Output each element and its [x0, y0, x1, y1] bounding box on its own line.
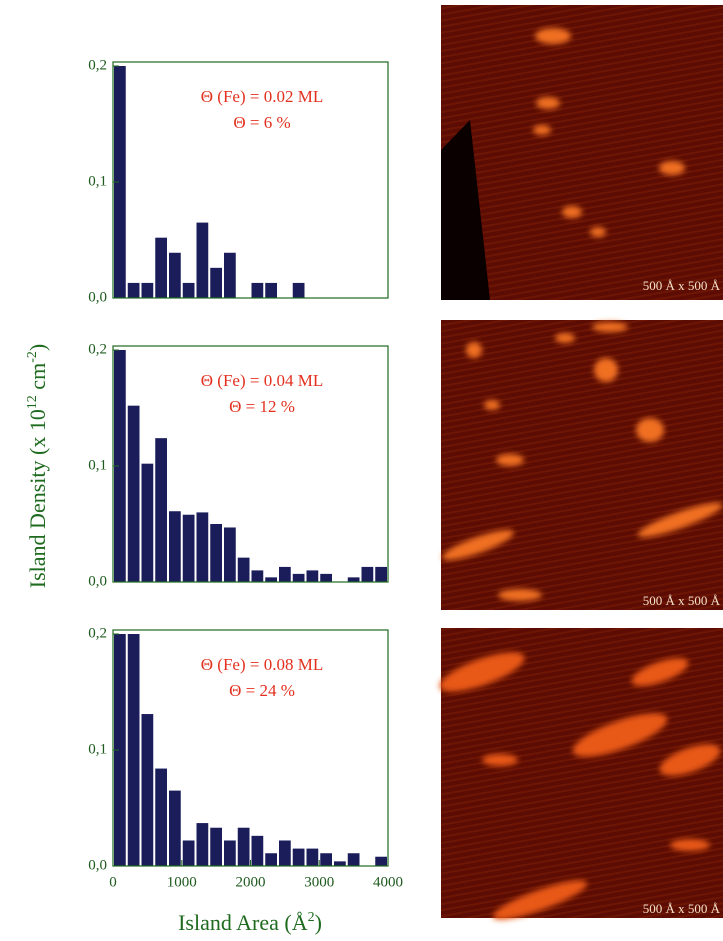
stm-image: [441, 320, 723, 610]
bar: [182, 840, 195, 866]
bar: [320, 853, 332, 866]
superscript: 2: [308, 910, 315, 925]
bar: [127, 405, 140, 582]
bar: [182, 282, 195, 298]
bar: [155, 768, 167, 866]
bar: [320, 573, 332, 582]
bar: [265, 282, 277, 298]
y-axis-label: Island Density (x 1012 cm-2): [25, 344, 50, 588]
bar: [114, 350, 126, 582]
bar: [169, 511, 181, 582]
bar: [169, 790, 181, 866]
y-tick-label: 0,1: [88, 457, 107, 473]
annotation: Θ = 12 %: [229, 397, 295, 416]
bar: [306, 848, 319, 866]
stm-image: [441, 5, 723, 300]
superscript: -2: [25, 351, 40, 363]
x-tick-label: 3000: [304, 874, 334, 890]
plot-frame: [112, 345, 389, 583]
annotation: Θ = 24 %: [229, 681, 295, 700]
label-part: ): [315, 910, 322, 935]
bar: [114, 634, 126, 866]
bar: [210, 267, 222, 298]
annotation: Θ = 6 %: [233, 113, 290, 132]
label-part: Island Area (Å: [178, 910, 308, 935]
bar: [265, 577, 277, 582]
bar: [155, 237, 167, 298]
bar: [306, 570, 319, 582]
label-part: cm: [25, 363, 50, 395]
bar: [127, 634, 140, 866]
bar: [141, 463, 154, 582]
annotation: Θ (Fe) = 0.08 ML: [201, 655, 323, 674]
plot-frame: [112, 61, 389, 299]
label-part: Island Density (x 10: [25, 409, 50, 588]
y-tick-label: 0,0: [88, 289, 107, 305]
bar: [169, 252, 181, 298]
bar: [251, 835, 264, 866]
bar: [237, 827, 250, 866]
bar: [224, 527, 236, 582]
image-label: 500 Å x 500 Å: [643, 593, 721, 608]
bar: [347, 853, 360, 866]
stm-image: [439, 628, 723, 920]
bar: [251, 282, 264, 298]
bar: [196, 512, 209, 582]
bar: [375, 856, 387, 866]
y-tick-label: 0,2: [88, 341, 107, 357]
y-tick-label: 0,0: [88, 857, 107, 873]
bar: [279, 566, 291, 582]
bar: [375, 566, 387, 582]
bar: [292, 282, 305, 298]
bar: [210, 827, 222, 866]
bar: [114, 66, 126, 298]
x-tick-label: 0: [109, 874, 117, 890]
bar: [224, 252, 236, 298]
image-label: 500 Å x 500 Å: [643, 901, 721, 916]
bar: [210, 524, 222, 582]
label-part: ): [25, 344, 50, 351]
x-axis-label: Island Area (Å2): [178, 910, 322, 935]
bar: [279, 840, 291, 866]
annotation: Θ (Fe) = 0.04 ML: [201, 371, 323, 390]
bar: [155, 438, 167, 582]
y-tick-label: 0,0: [88, 573, 107, 589]
y-tick-label: 0,2: [88, 57, 107, 73]
bar: [334, 861, 346, 866]
bar: [237, 557, 250, 582]
bar: [361, 566, 374, 582]
annotation: Θ (Fe) = 0.02 ML: [201, 87, 323, 106]
bar: [224, 840, 236, 866]
y-tick-label: 0,1: [88, 173, 107, 189]
bar: [182, 514, 195, 582]
bar: [265, 853, 277, 866]
bar: [127, 282, 140, 298]
bar: [292, 573, 305, 582]
x-tick-label: 1000: [167, 874, 197, 890]
bar: [251, 570, 264, 582]
y-tick-label: 0,1: [88, 741, 107, 757]
bar: [347, 577, 360, 582]
bar: [141, 714, 154, 866]
bar: [292, 848, 305, 866]
x-tick-label: 4000: [373, 874, 403, 890]
bar: [141, 282, 154, 298]
bar: [196, 222, 209, 298]
y-tick-label: 0,2: [88, 625, 107, 641]
bar: [196, 823, 209, 866]
x-tick-label: 2000: [236, 874, 266, 890]
superscript: 12: [25, 395, 40, 409]
image-label: 500 Å x 500 Å: [643, 278, 721, 293]
